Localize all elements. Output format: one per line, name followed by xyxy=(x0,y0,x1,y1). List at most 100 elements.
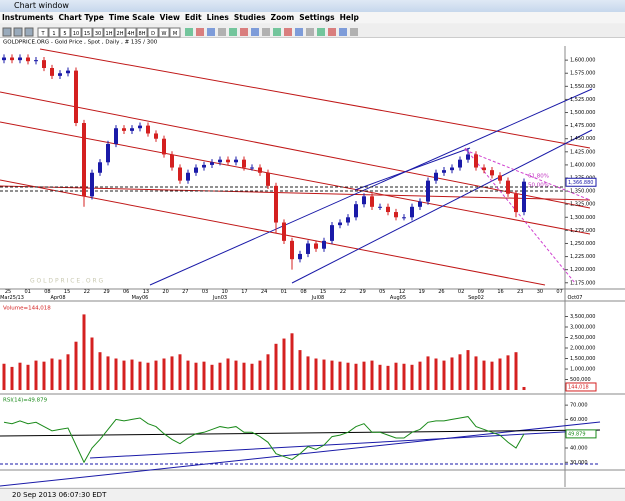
candle-body xyxy=(522,181,526,213)
candle-body xyxy=(218,159,222,163)
chart-header: GOLDPRICE.ORG - Gold Price , Spot , Dail… xyxy=(3,40,158,46)
tool-icon[interactable] xyxy=(273,28,281,36)
menu-item[interactable]: Zoom xyxy=(270,13,295,22)
candle-body xyxy=(378,206,382,208)
tool-icon[interactable] xyxy=(240,28,248,36)
timeframe-button[interactable] xyxy=(48,27,60,38)
tool-icon[interactable] xyxy=(185,28,193,36)
x-tick-label: 27 xyxy=(182,289,188,295)
timeframe-button[interactable] xyxy=(81,27,93,38)
candle-body xyxy=(194,167,198,173)
y-tick-label: 1,300.000 xyxy=(570,215,595,221)
candle-body xyxy=(514,193,518,213)
menu-bar: Instruments Chart Type Time Scale View Edit L… xyxy=(0,12,625,23)
x-tick-label: 20 xyxy=(162,289,168,295)
candle-body xyxy=(362,196,366,205)
candle-body xyxy=(282,222,286,241)
window-title: Chart window xyxy=(14,1,69,10)
timeframe-label: M xyxy=(173,31,177,37)
timeframe-button[interactable] xyxy=(59,27,71,38)
volume-bar xyxy=(74,341,78,390)
volume-bar xyxy=(202,361,206,390)
volume-bar xyxy=(10,366,14,390)
volume-bar xyxy=(26,364,30,390)
menu-item[interactable]: Lines xyxy=(206,13,229,22)
menu-item[interactable]: Edit xyxy=(184,13,202,22)
candle-body xyxy=(450,167,454,171)
timeframe-label: T xyxy=(40,31,45,37)
tool-icon[interactable] xyxy=(295,28,303,36)
volume-bar xyxy=(58,359,62,390)
volume-bar xyxy=(50,358,54,390)
tool-icon[interactable] xyxy=(328,28,336,36)
y-tick-label: 70.000 xyxy=(570,403,588,409)
volume-bar xyxy=(194,362,198,390)
y-tick-label: 1,175.000 xyxy=(570,280,595,286)
menu-item[interactable]: View xyxy=(159,13,180,22)
y-tick-label: 1,225.000 xyxy=(570,254,595,260)
timeframe-button[interactable] xyxy=(70,27,82,38)
timeframe-button[interactable] xyxy=(103,27,115,38)
candle-body xyxy=(442,170,446,173)
menu-item[interactable]: Chart Type xyxy=(58,13,104,22)
candle-body xyxy=(2,57,6,61)
timeframe-button[interactable] xyxy=(92,27,104,38)
title-bar: Chart window xyxy=(0,0,625,12)
x-month-label: Jun03 xyxy=(212,295,227,301)
timeframe-button[interactable] xyxy=(147,27,159,38)
volume-bar xyxy=(426,356,430,390)
menu-item[interactable]: Help xyxy=(339,13,359,22)
candle-body xyxy=(178,167,182,181)
tool-icon[interactable] xyxy=(229,28,237,36)
candle-body xyxy=(338,222,342,226)
x-month-label: Jul08 xyxy=(311,295,324,301)
timeframe-button[interactable] xyxy=(114,27,126,38)
tool-icon[interactable] xyxy=(339,28,347,36)
tool-icon[interactable] xyxy=(317,28,325,36)
rsi-line xyxy=(3,416,525,464)
volume-bar xyxy=(218,362,222,390)
tool-icon[interactable] xyxy=(306,28,314,36)
tool-icon[interactable] xyxy=(24,27,34,37)
candle-body xyxy=(26,57,30,62)
tool-icon[interactable] xyxy=(2,27,12,37)
timeframe-button[interactable] xyxy=(158,27,170,38)
volume-bar xyxy=(490,361,494,390)
volume-bar xyxy=(370,360,374,390)
menu-item[interactable]: Settings xyxy=(299,13,335,22)
tool-icon[interactable] xyxy=(284,28,292,36)
timeframe-button[interactable] xyxy=(169,27,181,38)
tool-icon[interactable] xyxy=(218,28,226,36)
candle-body xyxy=(258,167,262,173)
timeframe-button[interactable] xyxy=(136,27,148,38)
menu-item[interactable]: Instruments xyxy=(2,13,54,22)
volume-bar xyxy=(250,363,254,390)
y-tick-label: 3,000,000 xyxy=(570,325,595,331)
tool-icon[interactable] xyxy=(207,28,215,36)
timeframe-button[interactable] xyxy=(125,27,137,38)
x-tick-label: 19 xyxy=(419,289,425,295)
x-tick-label: 01 xyxy=(25,289,31,295)
tool-icon[interactable] xyxy=(251,28,259,36)
volume-bar xyxy=(282,338,286,390)
x-tick-label: 12 xyxy=(399,289,405,295)
timeframe-button[interactable] xyxy=(37,27,49,38)
tool-icon[interactable] xyxy=(13,27,23,37)
menu-item[interactable]: Time Scale xyxy=(108,13,155,22)
last-value-box xyxy=(565,177,597,187)
candle-body xyxy=(130,128,134,131)
tool-icon[interactable] xyxy=(196,28,204,36)
volume-bar xyxy=(450,357,454,390)
tool-icon[interactable] xyxy=(350,28,358,36)
y-tick-label: 60.000 xyxy=(570,417,588,423)
x-tick-label: 29 xyxy=(359,289,365,295)
toolbar: T 1 5 10 15 30 1H 2H 4H 8H D W M xyxy=(0,24,625,38)
candle-body xyxy=(34,60,38,62)
x-tick-label: 01 xyxy=(281,289,287,295)
volume-bar xyxy=(226,358,230,390)
tool-icon[interactable] xyxy=(262,28,270,36)
y-tick-label: 1,500,000 xyxy=(570,356,595,362)
candle-body xyxy=(98,162,102,173)
volume-bar xyxy=(266,354,270,390)
menu-item[interactable]: Studies xyxy=(233,13,266,22)
